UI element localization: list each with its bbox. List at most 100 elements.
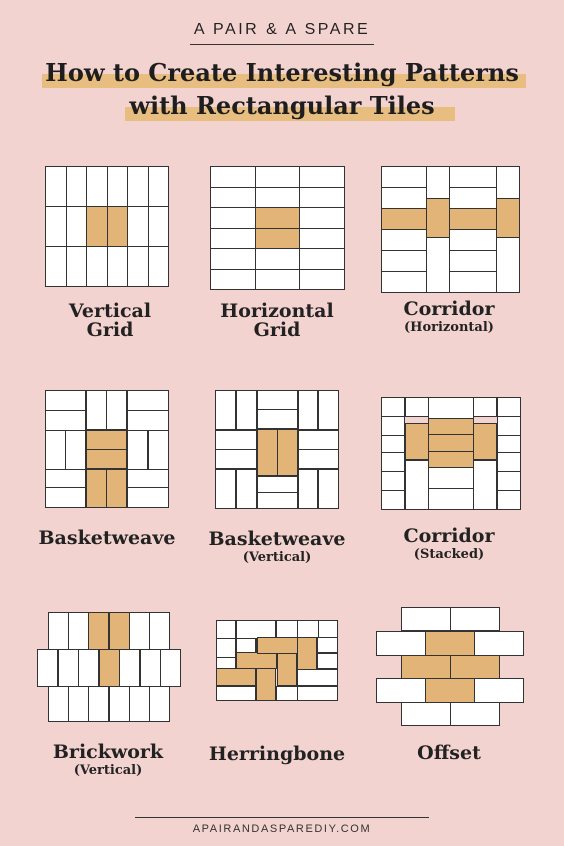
white-tile	[297, 686, 338, 701]
white-tile	[318, 390, 339, 430]
accent-tile	[277, 653, 297, 686]
pattern-label: Basketweave	[38, 527, 176, 549]
white-tile	[127, 469, 169, 488]
white-tile	[497, 416, 521, 436]
white-tile	[254, 248, 301, 270]
white-tile	[127, 410, 169, 431]
white-tile	[88, 686, 110, 722]
white-tile	[381, 271, 427, 293]
white-tile	[257, 492, 298, 509]
white-tile	[215, 430, 257, 450]
white-tile	[428, 397, 474, 419]
white-tile	[210, 166, 256, 188]
white-tile	[449, 271, 497, 293]
white-tile	[381, 397, 405, 417]
white-tile	[68, 612, 90, 650]
accent-tile	[86, 449, 127, 469]
accent-tile	[449, 208, 497, 230]
white-tile	[254, 186, 301, 208]
white-tile	[127, 246, 149, 287]
white-tile	[45, 390, 86, 411]
white-tile	[376, 631, 426, 656]
accent-tile	[496, 198, 520, 238]
pattern-sublabel: (Vertical)	[73, 763, 143, 778]
white-tile	[381, 250, 427, 272]
pattern-label: Corridor	[403, 298, 495, 320]
white-tile	[140, 649, 162, 687]
white-tile	[401, 607, 451, 631]
white-tile	[318, 620, 338, 638]
white-tile	[149, 686, 171, 722]
white-tile	[497, 435, 521, 453]
white-tile	[299, 207, 346, 229]
white-tile	[254, 268, 301, 290]
white-tile	[497, 471, 521, 491]
white-tile	[473, 460, 497, 510]
accent-tile	[257, 637, 298, 654]
white-tile	[257, 409, 298, 429]
accent-tile	[254, 227, 301, 249]
white-tile	[474, 678, 524, 703]
white-tile	[254, 166, 301, 188]
accent-tile	[473, 423, 497, 460]
accent-tile	[450, 655, 500, 679]
white-tile	[129, 686, 151, 722]
white-tile	[405, 460, 429, 510]
white-tile	[317, 637, 338, 653]
white-tile	[299, 268, 346, 290]
accent-tile	[428, 434, 474, 452]
pattern-label: Horizontal	[220, 300, 334, 322]
accent-tile	[99, 649, 121, 687]
white-tile	[48, 686, 70, 722]
pattern-label: Offset	[417, 742, 481, 764]
white-tile	[473, 397, 497, 417]
white-tile	[381, 490, 405, 510]
white-tile	[45, 410, 86, 431]
white-tile	[299, 186, 346, 208]
white-tile	[210, 268, 256, 290]
white-tile	[65, 166, 87, 207]
white-tile	[68, 686, 90, 722]
accent-tile	[88, 612, 110, 650]
accent-tile	[425, 678, 475, 703]
white-tile	[257, 390, 298, 410]
white-tile	[210, 207, 256, 229]
white-tile	[236, 390, 257, 430]
pattern-label: Herringbone	[208, 743, 346, 765]
white-tile	[428, 467, 474, 489]
accent-tile	[277, 429, 298, 476]
white-tile	[381, 471, 405, 491]
white-tile	[298, 449, 339, 469]
accent-tile	[86, 206, 108, 247]
white-tile	[45, 166, 67, 207]
white-tile	[65, 430, 86, 470]
accent-tile	[109, 612, 131, 650]
white-tile	[106, 166, 128, 207]
white-tile	[147, 246, 169, 287]
white-tile	[428, 488, 474, 510]
white-tile	[48, 612, 70, 650]
white-tile	[215, 469, 236, 509]
white-tile	[497, 452, 521, 472]
white-tile	[450, 607, 500, 631]
white-tile	[106, 390, 127, 430]
white-tile	[78, 649, 100, 687]
accent-tile	[86, 469, 107, 508]
accent-tile	[426, 198, 450, 238]
pattern-label: Brickwork	[52, 741, 164, 763]
white-tile	[317, 653, 338, 669]
accent-tile	[405, 423, 429, 460]
white-tile	[127, 487, 169, 508]
white-tile	[147, 166, 169, 207]
white-tile	[45, 487, 86, 508]
white-tile	[45, 206, 67, 247]
white-tile	[45, 430, 66, 470]
footer-divider	[135, 817, 429, 818]
white-tile	[405, 397, 429, 417]
title-highlight-1	[42, 74, 526, 88]
white-tile	[449, 187, 497, 209]
pattern-label: Vertical	[68, 300, 152, 322]
white-tile	[297, 620, 319, 638]
pattern-label-line-2: Grid	[253, 319, 301, 341]
footer-website: APAIRANDASPAREDIY.COM	[192, 823, 372, 835]
